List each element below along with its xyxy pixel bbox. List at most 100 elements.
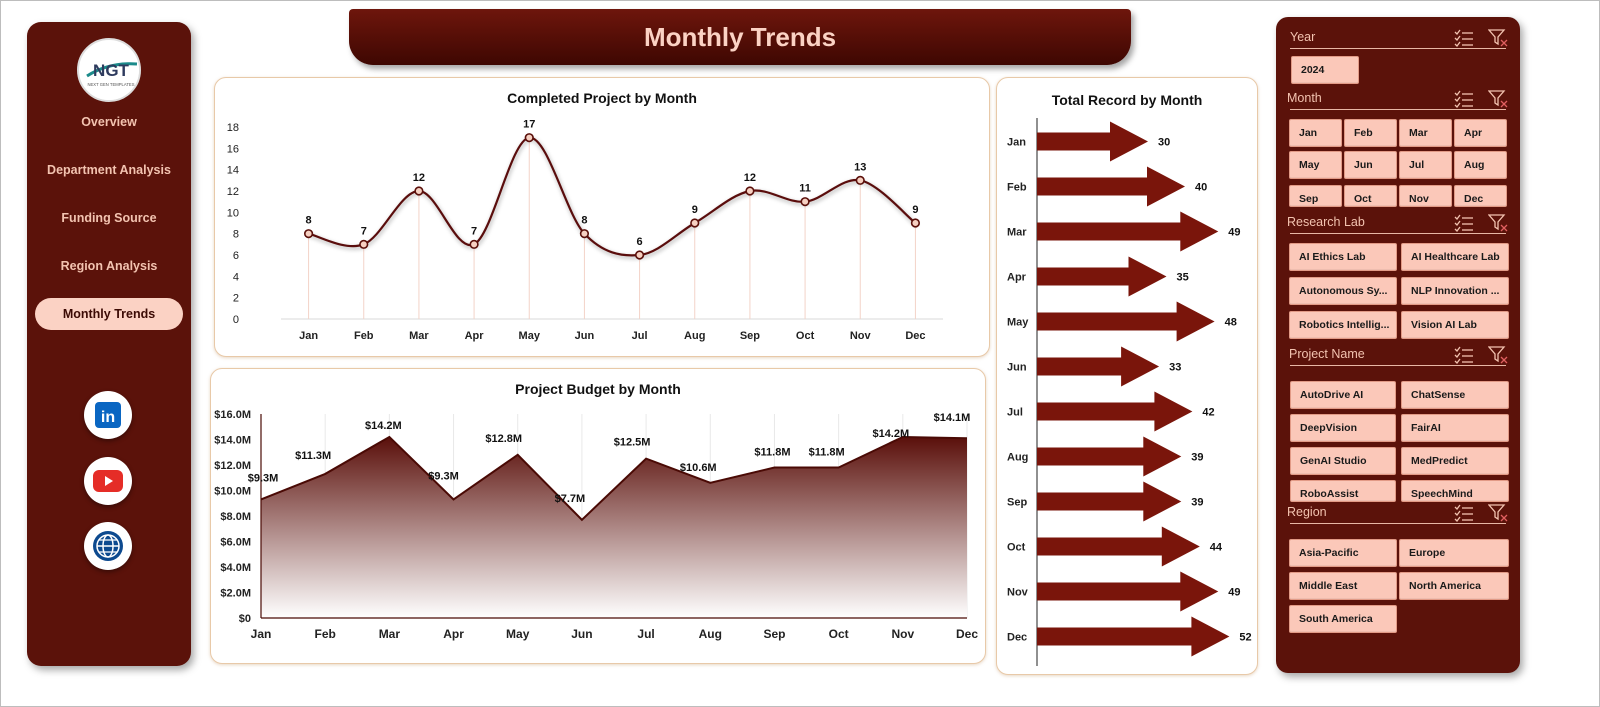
x-tick-label: Jan (299, 330, 318, 342)
research-lab-option[interactable]: Robotics Intellig... (1289, 311, 1397, 339)
nav-region-analysis[interactable]: Region Analysis (60, 259, 158, 273)
region-option[interactable]: Asia-Pacific (1289, 539, 1397, 567)
globe-button[interactable] (84, 522, 132, 570)
project-name-option[interactable]: SpeechMind (1401, 480, 1509, 502)
record-arrow-bar (1037, 391, 1193, 432)
record-arrow-bar (1037, 211, 1219, 252)
month-option[interactable]: Mar (1399, 119, 1452, 147)
project-name-option[interactable]: ChatSense (1401, 381, 1509, 409)
x-tick-label: Aug (684, 330, 705, 342)
x-tick-label: May (506, 627, 530, 641)
research-lab-option[interactable]: AI Healthcare Lab (1401, 243, 1509, 271)
region-option[interactable]: Middle East (1289, 572, 1397, 600)
month-option[interactable]: Aug (1454, 151, 1507, 179)
multi-select-icon[interactable] (1454, 90, 1474, 108)
total-record-chart: Jan 30 Feb 40 Mar 49 Apr 35 May 48 Jun 33 Jul 42 Aug 39… (1007, 118, 1252, 666)
y-tick-label: Oct (1007, 542, 1026, 554)
research-lab-option[interactable]: Autonomous Sy... (1289, 277, 1397, 305)
page-title: Monthly Trends (643, 22, 837, 52)
region-option[interactable]: Europe (1399, 539, 1509, 567)
y-tick-label: $16.0M (214, 409, 251, 421)
nav-funding-source[interactable]: Funding Source (61, 211, 157, 225)
clear-filter-icon[interactable] (1488, 90, 1508, 108)
clear-filter-icon[interactable] (1488, 214, 1508, 232)
x-tick-label: Apr (465, 330, 485, 342)
project-name-option[interactable]: RoboAssist (1290, 480, 1396, 502)
data-label: $11.3M (295, 450, 331, 462)
record-arrow-bar (1037, 436, 1182, 477)
project-name-option[interactable]: GenAI Studio (1290, 447, 1396, 475)
data-label: 9 (912, 204, 918, 216)
month-option[interactable]: Jan (1289, 119, 1342, 147)
month-option[interactable]: Dec (1454, 185, 1507, 207)
x-tick-label: Aug (699, 627, 722, 641)
y-tick-label: 18 (227, 122, 239, 134)
data-label: 13 (854, 161, 866, 173)
data-point (414, 186, 424, 196)
month-option[interactable]: Apr (1454, 119, 1507, 147)
x-tick-label: Feb (315, 627, 336, 641)
region-option[interactable]: South America (1289, 605, 1397, 633)
month-option[interactable]: May (1289, 151, 1342, 179)
project-name-option[interactable]: FairAI (1401, 414, 1509, 442)
project-name-option[interactable]: DeepVision (1290, 414, 1396, 442)
y-tick-label: Sep (1007, 497, 1027, 509)
data-point (745, 186, 755, 196)
month-option[interactable]: Jul (1399, 151, 1452, 179)
year-option-2024[interactable]: 2024 (1291, 56, 1359, 84)
region-option[interactable]: North America (1399, 572, 1509, 600)
data-label: 8 (306, 215, 312, 227)
x-tick-label: Jul (637, 627, 654, 641)
multi-select-icon[interactable] (1454, 29, 1474, 47)
y-tick-label: 10 (227, 207, 239, 219)
data-point (524, 133, 534, 143)
nav-overview[interactable]: Overview (81, 115, 137, 129)
record-arrow-bar (1037, 616, 1230, 657)
linkedin-button[interactable]: in (84, 391, 132, 439)
project-budget-title: Project Budget by Month (515, 381, 681, 397)
y-tick-label: $6.0M (220, 537, 251, 549)
month-option[interactable]: Jun (1344, 151, 1397, 179)
clear-filter-icon[interactable] (1488, 29, 1508, 47)
record-arrow-bar (1037, 526, 1200, 567)
x-tick-label: Oct (829, 627, 849, 641)
multi-select-icon[interactable] (1454, 346, 1474, 364)
multi-select-icon[interactable] (1454, 504, 1474, 522)
project-name-option[interactable]: MedPredict (1401, 447, 1509, 475)
data-point (303, 229, 314, 239)
data-label: 8 (581, 215, 587, 227)
clear-filter-icon[interactable] (1488, 504, 1508, 522)
month-option[interactable]: Sep (1289, 185, 1342, 207)
y-tick-label: Nov (1007, 587, 1029, 599)
nav-monthly-trends[interactable]: Monthly Trends (35, 298, 183, 330)
y-tick-label: 16 (227, 143, 239, 155)
linkedin-icon: in (95, 402, 121, 428)
year-slicer-header: Year (1290, 27, 1508, 49)
data-label: $11.8M (754, 447, 790, 459)
month-option[interactable]: Oct (1344, 185, 1397, 207)
x-tick-label: Mar (409, 330, 429, 342)
data-label: 11 (799, 183, 811, 195)
multi-select-icon[interactable] (1454, 214, 1474, 232)
project-name-option[interactable]: AutoDrive AI (1290, 381, 1396, 409)
data-point (359, 239, 369, 249)
x-tick-label: Jun (575, 330, 595, 342)
data-label: $14.1M (934, 412, 971, 424)
research-lab-option[interactable]: NLP Innovation ... (1401, 277, 1509, 305)
data-label: 6 (637, 236, 643, 248)
data-point (855, 175, 865, 185)
budget-line (260, 435, 968, 522)
nav-department-analysis[interactable]: Department Analysis (47, 163, 171, 177)
research-lab-option[interactable]: AI Ethics Lab (1289, 243, 1397, 271)
y-tick-label: 6 (233, 250, 239, 262)
completed-project-panel: Completed Project by Month 0 2 4 6 8 10 12 14 16… (214, 77, 990, 357)
ngt-logo: NGT NEXT GEN TEMPLATES (77, 38, 141, 102)
month-option[interactable]: Feb (1344, 119, 1397, 147)
y-tick-label: Feb (1007, 182, 1027, 194)
youtube-button[interactable] (84, 457, 132, 505)
data-point (690, 218, 700, 228)
research-lab-option[interactable]: Vision AI Lab (1401, 311, 1509, 339)
month-option[interactable]: Nov (1399, 185, 1452, 207)
data-label: $14.2M (872, 428, 909, 440)
clear-filter-icon[interactable] (1488, 346, 1508, 364)
